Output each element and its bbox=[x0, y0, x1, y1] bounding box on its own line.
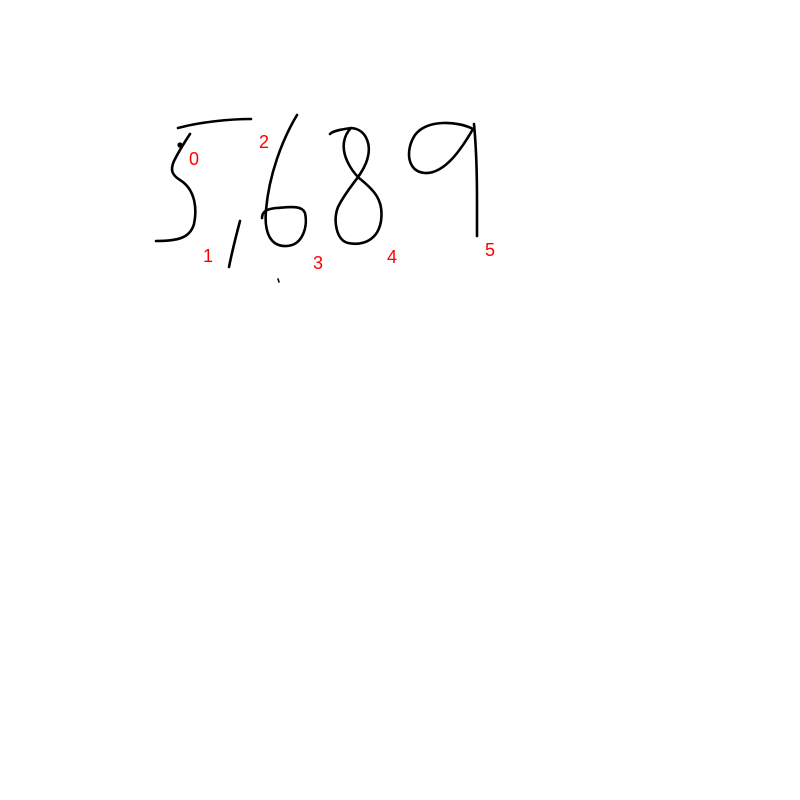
stroke-1-slash bbox=[227, 219, 242, 269]
stroke-group-2 bbox=[260, 113, 308, 248]
stroke-label-2: 2 bbox=[259, 132, 269, 152]
stroke-0-body bbox=[154, 132, 197, 243]
stroke-0-top-bar bbox=[176, 117, 253, 130]
stroke-group-5 bbox=[407, 121, 479, 238]
stroke-label-0: 0 bbox=[189, 149, 199, 169]
stroke-5-nine bbox=[472, 122, 479, 238]
stroke-4-eight bbox=[328, 126, 383, 245]
stroke-group-1 bbox=[227, 219, 242, 269]
stroke-0-dot bbox=[177, 142, 183, 148]
stroke-group-4 bbox=[328, 126, 383, 245]
stroke-group-3 bbox=[277, 278, 280, 283]
stroke-label-4: 4 bbox=[387, 247, 397, 267]
stroke-2-six bbox=[260, 113, 308, 248]
stroke-group-0 bbox=[154, 117, 253, 243]
stroke-label-3: 3 bbox=[313, 253, 323, 273]
stroke-label-5: 5 bbox=[485, 240, 495, 260]
stroke-3-tick bbox=[277, 278, 280, 283]
stroke-5-nine-loop bbox=[407, 121, 475, 175]
stroke-label-1: 1 bbox=[203, 246, 213, 266]
